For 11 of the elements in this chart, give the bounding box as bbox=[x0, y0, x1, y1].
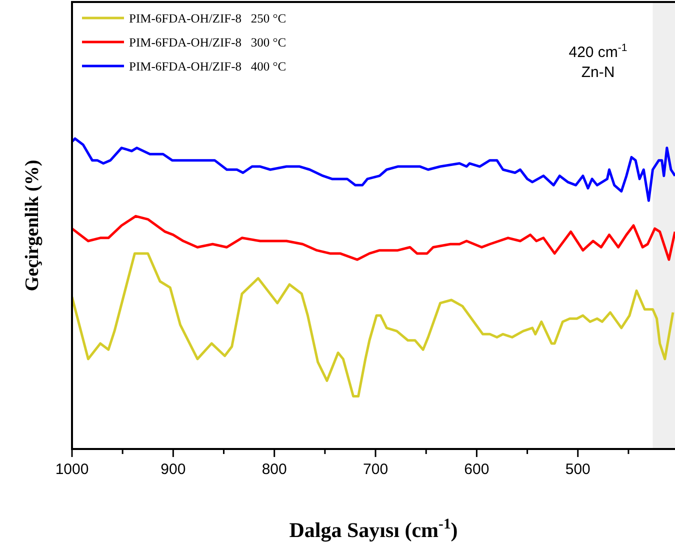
legend-label: PIM-6FDA-OH/ZIF-8 400 °C bbox=[129, 59, 286, 74]
x-tick-label: 800 bbox=[262, 461, 287, 478]
legend-label: PIM-6FDA-OH/ZIF-8 250 °C bbox=[129, 11, 286, 26]
x-tick-label: 1000 bbox=[55, 461, 89, 478]
text: Zn-N bbox=[581, 64, 615, 81]
legend-label: PIM-6FDA-OH/ZIF-8 300 °C bbox=[129, 35, 286, 50]
x-tick-label: 900 bbox=[160, 461, 186, 478]
y-axis-title: Geçirgenlik (%) bbox=[22, 160, 43, 292]
x-tick-label: 600 bbox=[464, 461, 490, 478]
x-tick-label: 700 bbox=[363, 461, 388, 478]
x-tick-label: 500 bbox=[565, 461, 590, 478]
